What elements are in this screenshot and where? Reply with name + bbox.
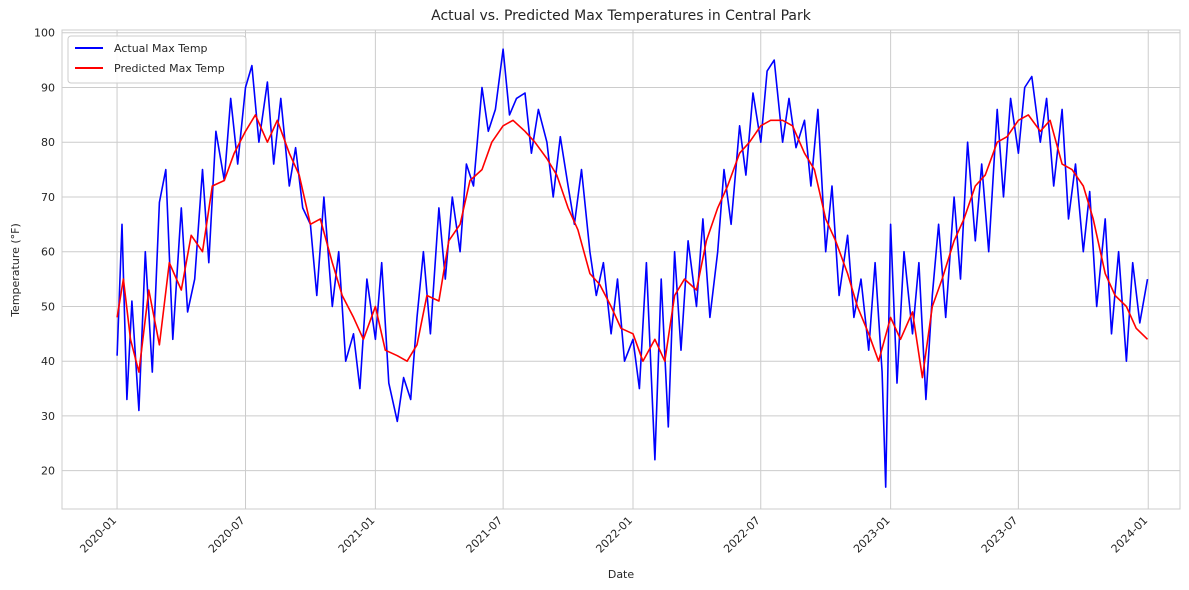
legend-label-predicted: Predicted Max Temp [114, 62, 225, 75]
x-tick-label: 2023-07 [979, 514, 1021, 556]
y-axis-label: Temperature (°F) [9, 223, 22, 318]
x-tick-label: 2020-01 [77, 514, 119, 556]
x-tick-label: 2020-07 [206, 514, 248, 556]
legend-box [67, 35, 247, 84]
y-tick-label: 90 [41, 81, 55, 94]
x-tick-label: 2024-01 [1109, 514, 1151, 556]
y-tick-label: 40 [41, 355, 55, 368]
y-axis-ticks: 20 30 40 50 60 70 80 90 100 [34, 27, 55, 478]
grid [62, 30, 1180, 509]
series-line-predicted [116, 114, 1149, 379]
series-line-actual [116, 48, 1149, 488]
plot-area [62, 30, 1180, 509]
y-tick-label: 60 [41, 246, 55, 259]
x-axis-ticks: 2020-01 2020-07 2021-01 2021-07 2022-01 2022-… [77, 514, 1150, 556]
x-tick-label: 2021-01 [336, 514, 378, 556]
x-tick-label: 2022-07 [721, 514, 763, 556]
y-tick-label: 80 [41, 136, 55, 149]
y-tick-label: 50 [41, 300, 55, 313]
x-tick-label: 2022-01 [593, 514, 635, 556]
legend-label-actual: Actual Max Temp [114, 42, 208, 55]
x-axis-label: Date [608, 568, 635, 581]
y-tick-label: 20 [41, 465, 55, 478]
plot-frame [61, 29, 1181, 510]
y-tick-label: 70 [41, 191, 55, 204]
series-group [116, 48, 1149, 488]
x-tick-label: 2023-01 [851, 514, 893, 556]
y-tick-label: 30 [41, 410, 55, 423]
chart-title: Actual vs. Predicted Max Temperatures in… [431, 8, 812, 24]
y-tick-label: 100 [34, 27, 55, 40]
legend: Actual Max Temp Predicted Max Temp [67, 35, 247, 84]
x-tick-label: 2021-07 [464, 514, 506, 556]
